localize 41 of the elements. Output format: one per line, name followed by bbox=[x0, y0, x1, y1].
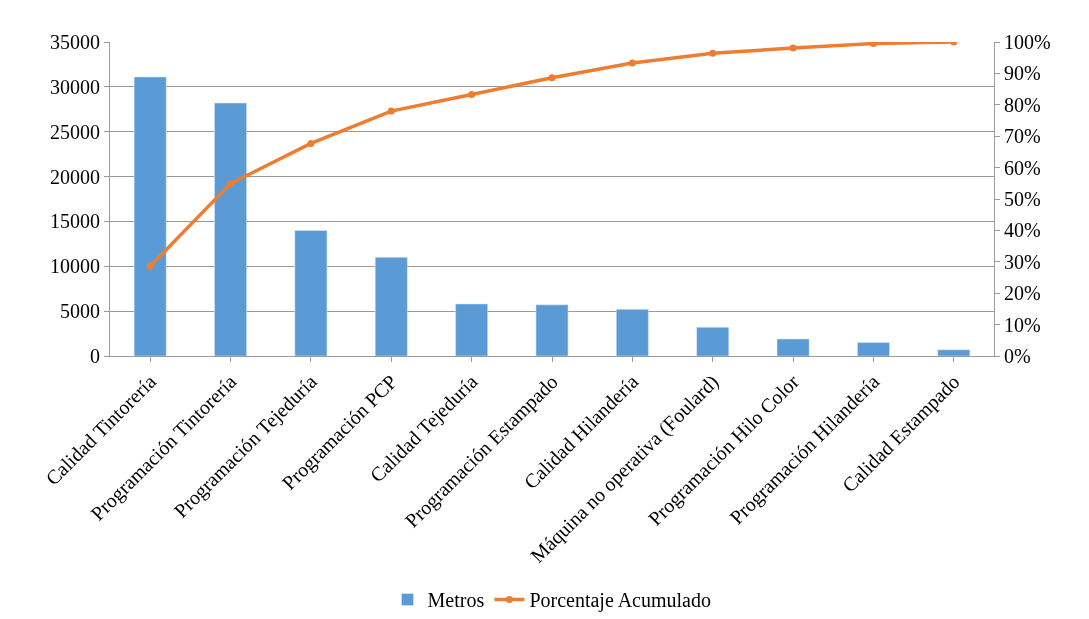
point bbox=[789, 44, 797, 52]
y-tick-label: 35000 bbox=[50, 31, 100, 53]
bar bbox=[857, 342, 890, 356]
y-tick-label: 25000 bbox=[50, 120, 100, 143]
y2-tick-label: 10% bbox=[1004, 313, 1041, 336]
y2-tick-label: 40% bbox=[1004, 219, 1041, 242]
legend-label: Metros bbox=[427, 589, 485, 612]
point bbox=[307, 139, 315, 147]
point bbox=[548, 74, 556, 82]
point bbox=[146, 262, 154, 270]
bar bbox=[776, 338, 810, 356]
bar bbox=[616, 309, 649, 356]
y2-tick-label: 20% bbox=[1004, 282, 1041, 305]
bar bbox=[294, 230, 328, 356]
point bbox=[709, 49, 717, 57]
bar bbox=[133, 76, 167, 356]
y2-tick-label: 70% bbox=[1004, 125, 1041, 148]
legend-label: Porcentaje Acumulado bbox=[529, 589, 711, 613]
bar bbox=[535, 304, 569, 356]
y2-tick-label: 0% bbox=[1004, 345, 1031, 367]
bar bbox=[696, 327, 730, 356]
y2-tick-label: 100% bbox=[1004, 31, 1051, 53]
bar bbox=[374, 257, 408, 356]
y-tick-label: 15000 bbox=[50, 210, 100, 233]
y2-tick-label: 90% bbox=[1004, 62, 1041, 85]
y2-tick-label: 30% bbox=[1004, 250, 1041, 273]
point bbox=[227, 180, 235, 188]
y-tick-label: 0 bbox=[90, 345, 100, 367]
bar bbox=[455, 303, 488, 356]
bar bbox=[214, 102, 247, 356]
y-tick-label: 20000 bbox=[50, 165, 100, 188]
y-tick-label: 5000 bbox=[60, 300, 100, 323]
y-tick-label: 30000 bbox=[50, 75, 100, 98]
point bbox=[387, 107, 395, 115]
y2-tick-label: 60% bbox=[1004, 156, 1041, 179]
point bbox=[468, 90, 476, 98]
y2-tick-label: 50% bbox=[1004, 188, 1041, 210]
y-tick-label: 10000 bbox=[50, 255, 100, 278]
y2-tick-label: 80% bbox=[1004, 93, 1041, 116]
point bbox=[628, 59, 636, 67]
bar bbox=[937, 349, 971, 356]
